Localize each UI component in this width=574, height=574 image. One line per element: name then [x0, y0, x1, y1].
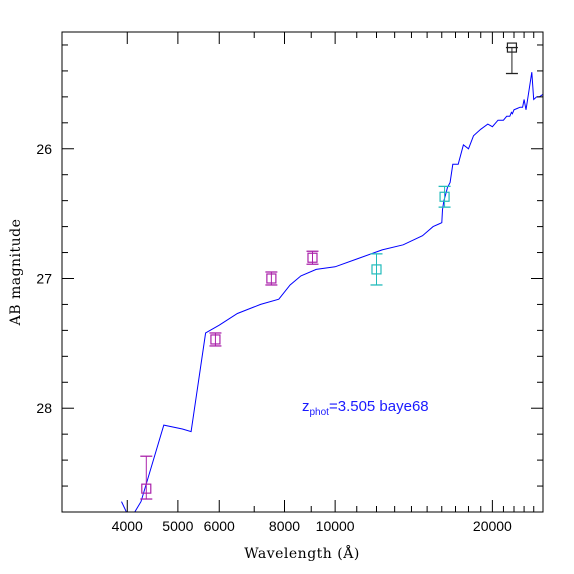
axis-ticks — [62, 32, 543, 512]
data-marker — [439, 191, 450, 202]
x-tick-label: 20000 — [473, 518, 512, 534]
tick-labels: 4000 5000 6000 8000 10000 20000 26 27 28 — [36, 141, 512, 534]
redshift-annotation: zphot=3.505 baye68 — [302, 398, 429, 418]
x-tick-label: 6000 — [204, 518, 235, 534]
plot-frame — [61, 31, 544, 513]
x-tick-label: 5000 — [162, 518, 193, 534]
data-marker — [371, 264, 382, 275]
x-tick-label: 4000 — [112, 518, 143, 534]
photometry-point — [209, 332, 222, 347]
x-tick-label: 10000 — [316, 518, 355, 534]
data-marker — [506, 42, 518, 53]
y-tick-label: 26 — [36, 141, 52, 157]
data-marker — [141, 483, 152, 494]
y-tick-label: 28 — [36, 400, 52, 416]
x-tick-label: 8000 — [269, 518, 300, 534]
y-tick-label: 27 — [36, 270, 52, 286]
photometry-point — [438, 185, 451, 208]
redshift-subscript: phot — [310, 407, 330, 418]
redshift-value: =3.505 baye68 — [329, 398, 429, 415]
model-sed-line — [121, 72, 543, 512]
photometry-point — [140, 455, 153, 500]
plot-content — [121, 42, 543, 512]
photometry-point — [505, 42, 518, 75]
data-marker — [266, 273, 277, 284]
y-axis-label: AB magnitude — [8, 219, 24, 327]
data-marker — [210, 334, 221, 345]
x-axis-label: Wavelength (Å) — [244, 544, 360, 562]
data-marker — [307, 252, 318, 263]
photometry-point — [306, 250, 319, 265]
redshift-symbol: z — [302, 398, 310, 415]
photometry-point — [370, 253, 383, 286]
photometry-point — [265, 271, 278, 286]
